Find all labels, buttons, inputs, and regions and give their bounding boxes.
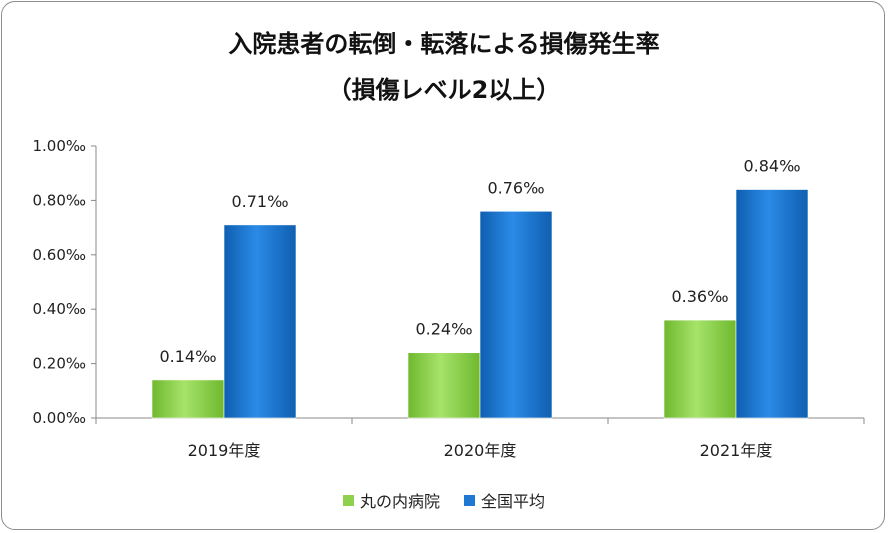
chart-title: 入院患者の転倒・転落による損傷発生率 (228, 30, 660, 58)
legend-item-hospital: 丸の内病院 (342, 488, 440, 512)
bar-hospital (663, 319, 737, 419)
data-label: 0.71‰ (231, 192, 288, 211)
y-tick-label: 0.60‰ (32, 246, 86, 264)
bar-hospital (151, 379, 225, 419)
bar-national (735, 189, 809, 419)
y-tick-label: 1.00‰ (32, 137, 86, 155)
legend-swatch-blue (464, 494, 475, 506)
data-label: 0.76‰ (487, 178, 544, 197)
chart-subtitle: （損傷レベル2以上） (327, 76, 561, 104)
data-label: 0.36‰ (671, 287, 728, 306)
x-tick-label: 2020年度 (444, 441, 517, 460)
y-tick-label: 0.00‰ (32, 409, 86, 427)
bar-hospital (407, 352, 481, 419)
x-tick-label: 2019年度 (188, 441, 261, 460)
y-tick-label: 0.80‰ (32, 191, 86, 209)
data-label: 0.24‰ (415, 320, 472, 339)
bar-national (223, 224, 297, 419)
y-tick-label: 0.40‰ (32, 300, 86, 318)
legend-swatch-green (342, 494, 354, 506)
x-tick-label: 2021年度 (700, 441, 773, 460)
data-label: 0.14‰ (159, 347, 216, 366)
legend-item-national: 全国平均 (464, 488, 545, 512)
legend-label-national: 全国平均 (481, 492, 546, 511)
y-tick-label: 0.20‰ (32, 355, 86, 373)
legend-label-hospital: 丸の内病院 (359, 492, 440, 511)
legend: 丸の内病院 全国平均 (0, 488, 888, 512)
bar-national (479, 210, 553, 419)
data-label: 0.84‰ (743, 157, 800, 176)
